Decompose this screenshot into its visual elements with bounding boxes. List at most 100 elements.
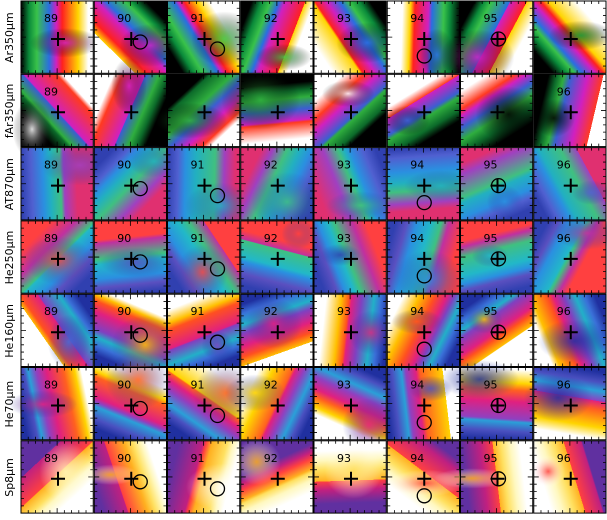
tick-marks — [167, 74, 240, 147]
tick-marks — [314, 147, 387, 220]
tick-marks — [387, 440, 460, 514]
tick-marks — [314, 367, 387, 440]
cell-number: 96 — [557, 85, 571, 98]
cross-marker — [417, 105, 432, 120]
tick-marks — [314, 220, 387, 294]
tick-marks — [94, 220, 167, 294]
tick-marks — [21, 440, 94, 514]
tick-marks — [167, 1, 240, 74]
circle-marker — [490, 31, 507, 47]
tick-marks — [314, 147, 387, 220]
tick-marks — [21, 367, 94, 440]
tick-marks — [533, 1, 606, 74]
tick-marks — [460, 440, 533, 514]
map-blob — [548, 20, 607, 51]
tick-marks — [167, 147, 240, 220]
tick-marks — [94, 367, 167, 440]
tick-marks — [314, 74, 387, 147]
tick-marks — [387, 147, 460, 220]
tick-marks — [21, 1, 94, 74]
circle-marker — [209, 187, 226, 204]
circle-marker — [132, 180, 148, 197]
tick-marks — [167, 1, 240, 74]
tick-marks — [240, 1, 313, 74]
tick-marks — [387, 220, 460, 294]
tick-marks — [167, 220, 240, 294]
map-cell: 92 — [240, 147, 324, 232]
map-blob — [152, 102, 227, 139]
cross-marker — [197, 105, 212, 120]
cell-number: 96 — [557, 232, 571, 245]
map-cell: 89 — [20, 293, 94, 370]
tick-marks — [167, 367, 240, 440]
circle-marker — [132, 327, 148, 343]
tick-marks — [387, 294, 460, 367]
tick-marks — [94, 440, 167, 514]
map-blob — [185, 182, 256, 229]
tick-marks — [240, 147, 313, 220]
tick-marks — [94, 1, 167, 74]
tick-marks — [240, 367, 313, 440]
tick-marks — [460, 440, 533, 514]
cross-marker — [417, 471, 432, 486]
cross-marker — [51, 471, 65, 486]
tick-marks — [533, 367, 606, 440]
tick-marks — [94, 294, 167, 367]
tick-marks — [21, 74, 94, 147]
tick-marks — [21, 294, 94, 367]
cross-marker — [270, 325, 285, 340]
map-cell: 94 — [386, 293, 460, 368]
tick-marks — [533, 220, 606, 294]
tick-marks — [314, 220, 387, 294]
tick-marks — [94, 74, 167, 147]
tick-marks — [167, 367, 240, 440]
map-cell: 96 — [532, 73, 607, 148]
cross-marker — [344, 251, 358, 266]
tick-marks — [460, 1, 533, 74]
tick-marks — [94, 220, 167, 294]
tick-marks — [387, 147, 460, 220]
tick-marks — [314, 147, 387, 220]
tick-marks — [21, 294, 94, 367]
tick-marks — [533, 367, 606, 440]
tick-marks — [533, 1, 606, 74]
tick-marks — [314, 1, 387, 74]
tick-marks — [460, 220, 533, 294]
tick-marks — [240, 74, 313, 147]
tick-marks — [21, 74, 94, 147]
tick-marks — [460, 147, 533, 220]
tick-marks — [94, 147, 167, 220]
map-blob — [245, 298, 303, 349]
tick-marks — [387, 440, 460, 514]
map-blob — [532, 98, 575, 138]
circle-marker — [416, 341, 432, 357]
row-label: He250µm — [3, 231, 16, 285]
tick-marks — [387, 74, 460, 147]
cell-number: 94 — [410, 305, 424, 318]
map-blob — [12, 99, 52, 159]
tick-marks — [314, 74, 387, 147]
circle-marker — [209, 334, 226, 350]
cross-marker — [51, 251, 65, 266]
tick-marks — [240, 440, 313, 514]
tick-marks — [240, 74, 313, 147]
tick-marks — [460, 294, 533, 367]
tick-marks — [167, 147, 240, 220]
map-cell: 89 — [12, 73, 94, 159]
circle-marker — [132, 400, 148, 417]
tick-marks — [314, 74, 387, 147]
map-blob — [105, 350, 171, 410]
cell-number: 90 — [117, 159, 131, 172]
map-blob — [440, 29, 515, 85]
tick-marks — [314, 440, 387, 514]
tick-marks — [94, 440, 167, 514]
tick-marks — [387, 220, 460, 294]
cross-marker — [124, 325, 139, 340]
tick-marks — [460, 367, 533, 440]
tick-marks — [21, 1, 94, 74]
tick-marks — [314, 147, 387, 220]
tick-marks — [240, 220, 313, 294]
map-cell: 95 — [440, 0, 534, 85]
tick-marks — [533, 294, 606, 367]
tick-marks — [94, 367, 167, 440]
